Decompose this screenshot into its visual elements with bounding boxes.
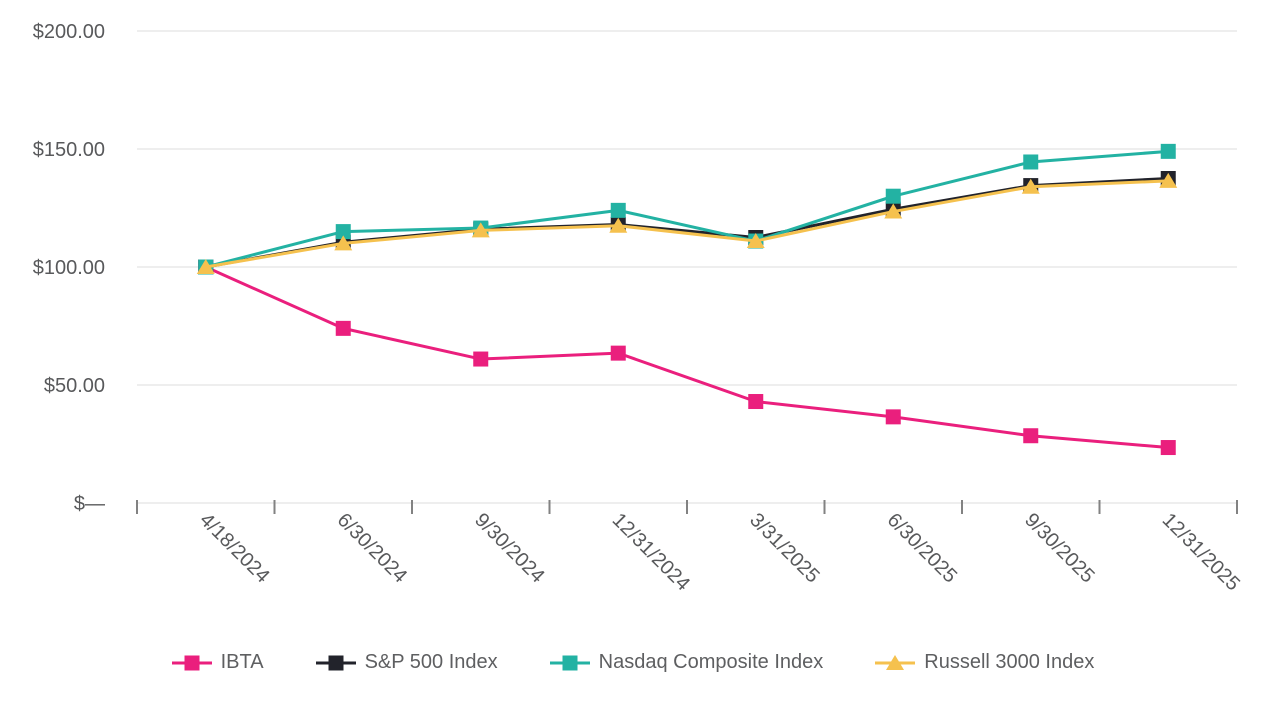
y-axis-label: $—: [74, 493, 105, 515]
chart-legend: IBTA S&P 500 Index Nasdaq Composite Index R…: [0, 651, 1266, 674]
data-point-marker: [335, 320, 351, 336]
legend-item-ibta: IBTA: [171, 651, 264, 674]
y-axis-labels-group: $— $50.00 $100.00 $150.00 $200.00: [33, 21, 105, 515]
x-axis-label: 12/31/2024: [608, 509, 694, 595]
data-point-marker: [1023, 154, 1039, 170]
data-point-marker: [1159, 172, 1178, 188]
data-point-marker: [196, 259, 215, 274]
x-axis-label: 9/30/2025: [1020, 509, 1098, 587]
x-axis-labels-group: 4/18/2024 6/30/2024 9/30/2024 12/31/2024 3/3…: [195, 509, 1244, 595]
data-point-marker: [1021, 178, 1040, 194]
legend-label: Russell 3000 Index: [924, 651, 1095, 673]
y-axis-label: $100.00: [33, 257, 105, 279]
data-point-marker: [885, 188, 901, 204]
series-line-russell-3000-index: [204, 179, 1170, 269]
x-axis-label: 6/30/2024: [333, 509, 411, 587]
series-line-nasdaq-composite-index: [204, 149, 1170, 269]
series-nasdaq-composite-index: [198, 143, 1176, 275]
data-point-marker: [471, 222, 490, 238]
legend-label: IBTA: [220, 651, 264, 673]
x-axis-label: 4/18/2024: [195, 509, 273, 587]
legend-item-s-p-500-index: S&P 500 Index: [315, 651, 498, 674]
line-chart-canvas: $— $50.00 $100.00 $150.00 $200.00 4/18/2024 6/…: [33, 21, 1244, 595]
legend-label: S&P 500 Index: [364, 651, 498, 673]
x-axis-ticks-group: [136, 500, 1238, 514]
y-axis-label: $50.00: [44, 375, 105, 397]
legend-label: Nasdaq Composite Index: [598, 651, 824, 673]
x-axis-label: 12/31/2025: [1158, 509, 1244, 595]
data-point-marker: [1160, 143, 1176, 159]
y-axis-label: $150.00: [33, 139, 105, 161]
series-russell-3000-index: [196, 172, 1178, 274]
data-point-marker: [748, 394, 764, 410]
legend-square-marker-icon: [315, 655, 356, 670]
data-point-marker: [610, 345, 626, 361]
x-axis-label: 3/31/2025: [745, 509, 823, 587]
data-point-marker: [1160, 440, 1176, 456]
data-point-marker: [610, 202, 626, 218]
x-axis-label: 9/30/2024: [470, 509, 548, 587]
data-point-marker: [609, 217, 628, 233]
legend-item-russell-3000-index: Russell 3000 Index: [875, 651, 1094, 674]
legend-square-marker-icon: [549, 655, 590, 670]
growth-of-100-chart: $— $50.00 $100.00 $150.00 $200.00 4/18/2024 6/…: [0, 21, 1266, 674]
y-axis-label: $200.00: [33, 21, 105, 43]
data-point-marker: [335, 224, 351, 240]
legend-triangle-marker-icon: [875, 654, 916, 670]
series-line-ibta: [204, 265, 1170, 450]
gridlines-group: [137, 30, 1237, 504]
data-point-marker: [1023, 428, 1039, 444]
data-point-marker: [885, 409, 901, 425]
data-point-marker: [473, 351, 489, 367]
x-axis-label: 6/30/2025: [883, 509, 961, 587]
data-point-marker: [334, 235, 353, 251]
data-point-marker: [884, 203, 903, 219]
legend-item-nasdaq-composite-index: Nasdaq Composite Index: [549, 651, 824, 674]
data-point-marker: [746, 233, 765, 249]
legend-square-marker-icon: [171, 655, 212, 670]
series-ibta: [198, 259, 1176, 456]
